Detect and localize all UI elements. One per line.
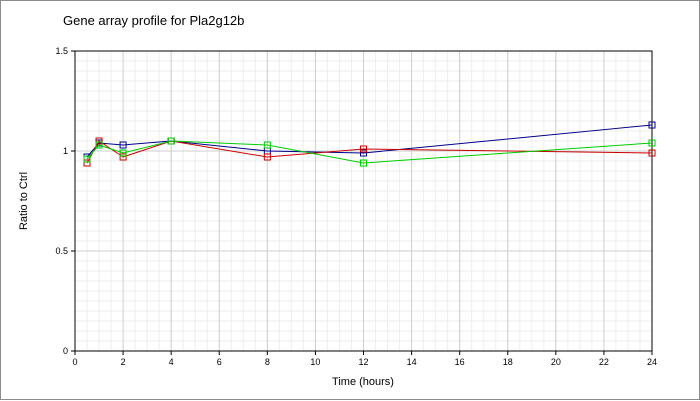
data-point	[95, 141, 103, 149]
x-tick-label: 4	[169, 357, 174, 367]
data-point	[119, 141, 127, 149]
x-tick-label: 22	[599, 357, 609, 367]
x-tick-label: 10	[310, 357, 320, 367]
x-tick-label: 16	[455, 357, 465, 367]
data-point	[648, 139, 656, 147]
series-3	[83, 137, 656, 167]
series	[83, 121, 656, 167]
data-point	[648, 149, 656, 157]
x-tick-label: 8	[265, 357, 270, 367]
x-tick-label: 0	[72, 357, 77, 367]
chart-title: Gene array profile for Pla2g12b	[63, 13, 244, 28]
data-point	[263, 141, 271, 149]
y-tick-label: 0.5	[55, 246, 68, 256]
data-point	[95, 137, 103, 145]
y-tick-label: 0	[63, 346, 68, 356]
series-line	[86, 140, 653, 164]
data-point	[119, 153, 127, 161]
grid	[74, 50, 653, 352]
data-point	[263, 153, 271, 161]
data-point	[167, 137, 175, 145]
data-point	[360, 159, 367, 167]
data-point	[360, 149, 367, 157]
y-tick-label: 1.5	[55, 46, 68, 56]
x-axis-label: Time (hours)	[332, 376, 394, 388]
x-tick-label: 6	[217, 357, 222, 367]
data-point	[360, 145, 367, 153]
x-tick-label: 20	[551, 357, 561, 367]
data-point	[648, 121, 656, 129]
x-tick-label: 14	[407, 357, 417, 367]
data-point	[119, 149, 127, 157]
y-tick-label: 1	[63, 146, 68, 156]
x-tick-label: 2	[121, 357, 126, 367]
x-tick-label: 24	[647, 357, 657, 367]
x-tick-label: 18	[503, 357, 513, 367]
data-point	[83, 155, 91, 163]
data-point	[83, 159, 91, 167]
y-axis-label: Ratio to Ctrl	[18, 172, 30, 230]
x-tick-label: 12	[358, 357, 368, 367]
